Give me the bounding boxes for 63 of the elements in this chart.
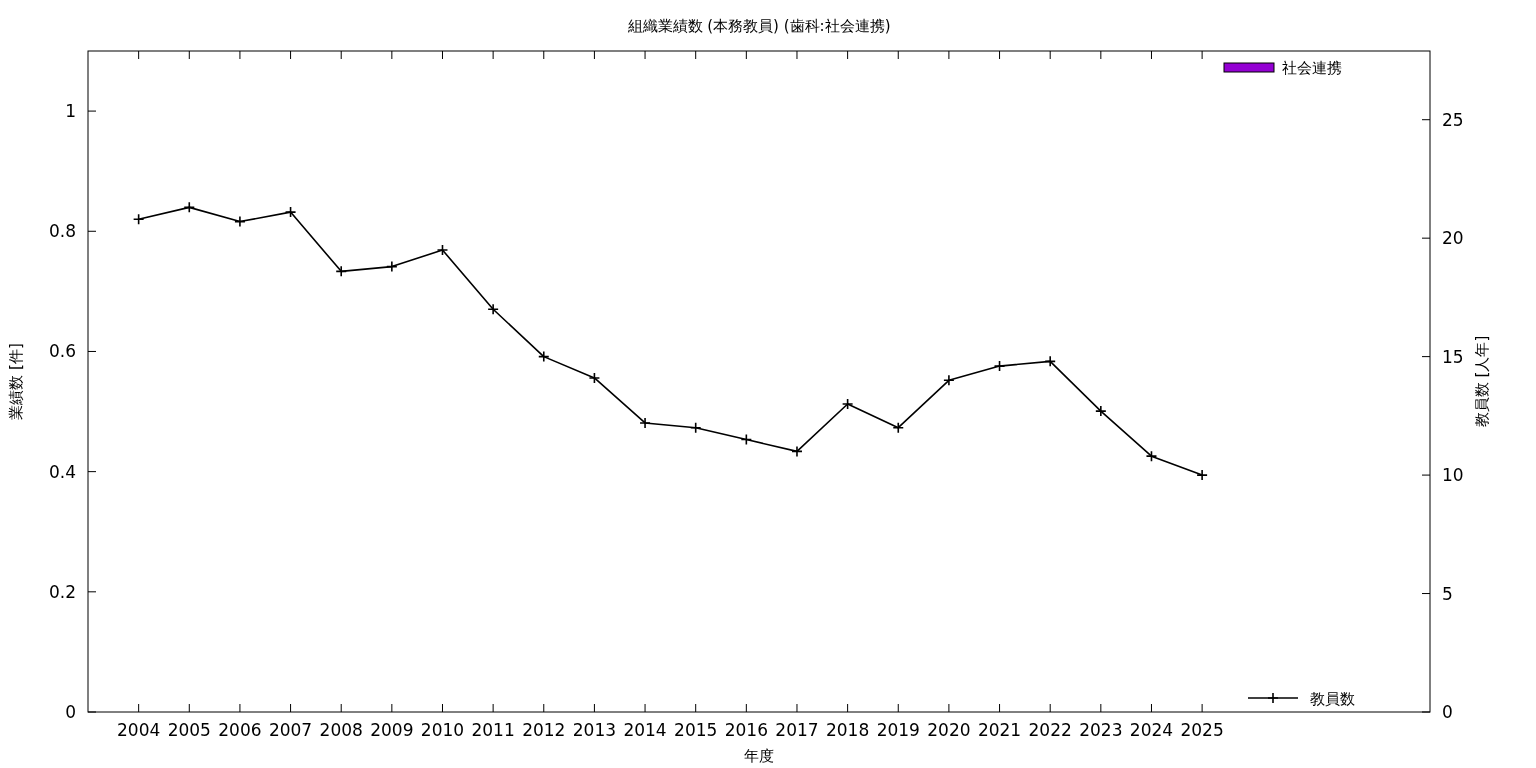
point [1044, 355, 1056, 368]
x-tick-label: 2024 [1129, 720, 1174, 740]
x-tick-label: 2014 [623, 720, 667, 740]
x-tick-label: 2008 [319, 720, 363, 740]
x-tick-label: 2006 [218, 720, 262, 740]
y2-tick-label: 0 [1442, 702, 1453, 722]
legend-label: 教員数 [1310, 690, 1355, 708]
point [1095, 405, 1107, 417]
x-tick-label: 2013 [572, 720, 617, 740]
point [335, 265, 348, 278]
y2-tick-label: 10 [1442, 465, 1464, 486]
point [892, 421, 905, 434]
y2-tick-label: 20 [1442, 228, 1464, 249]
y-tick-label: 0.6 [48, 341, 76, 362]
point [1145, 450, 1158, 462]
y2-axis-title: 教員数 [人年] [1473, 335, 1491, 428]
point [487, 303, 499, 316]
point [791, 445, 803, 458]
x-tick-label: 2022 [1028, 720, 1072, 740]
x-tick-label: 2012 [522, 720, 566, 740]
legend-b0: 教員数 [1247, 690, 1355, 708]
y-tick-label: 0.2 [48, 581, 76, 602]
x-tick-label: 2009 [370, 720, 414, 740]
x-tick-label: 2017 [775, 720, 819, 740]
point [386, 260, 398, 273]
y2-tick-label: 15 [1442, 346, 1464, 367]
x-tick-label: 2005 [167, 720, 211, 740]
y-tick-label: 0.8 [48, 221, 76, 242]
x-tick-label: 2019 [876, 720, 920, 740]
x-tick-label: 2016 [724, 720, 768, 740]
x-tick-label: 2011 [471, 720, 515, 740]
x-tick-label: 2025 [1180, 720, 1224, 740]
point [132, 213, 145, 226]
x-tick-label: 2021 [977, 720, 1022, 740]
point [537, 350, 550, 363]
y-axis-title: 業績数 [件] [7, 343, 25, 420]
x-tick-label: 2010 [420, 720, 465, 740]
x-tick-label: 2004 [117, 720, 161, 740]
x-tick-label: 2018 [825, 720, 870, 740]
x-tick-label: 2007 [268, 720, 313, 740]
point [588, 372, 601, 384]
point [841, 398, 854, 410]
y2-tick-label: 25 [1442, 109, 1464, 130]
x-tick-label: 2015 [674, 720, 718, 740]
x-tick-label: 2020 [927, 720, 971, 740]
point [284, 206, 297, 218]
point [234, 215, 246, 228]
point [943, 374, 955, 387]
y2-tick-label: 5 [1442, 583, 1453, 604]
y-tick-label: 1 [65, 101, 76, 122]
point [639, 417, 651, 429]
chart-title: 組織業績数 (本務教員) (歯科:社会連携) [626, 17, 891, 35]
x-tick-label: 2023 [1079, 720, 1123, 740]
point [993, 360, 1006, 372]
point [183, 201, 196, 214]
point [1196, 469, 1208, 481]
point [689, 421, 702, 434]
y-tick-label: 0.4 [48, 461, 76, 482]
x-axis-title: 年度 [744, 747, 774, 765]
point [740, 433, 753, 446]
point [436, 244, 449, 256]
y-tick-label: 0 [65, 702, 76, 722]
legend-label: 社会連携 [1282, 59, 1342, 77]
